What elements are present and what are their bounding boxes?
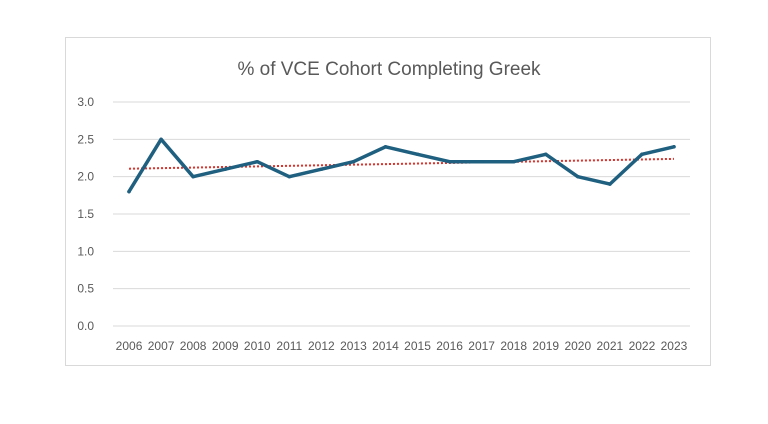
x-tick-label: 2020 — [564, 339, 591, 353]
x-axis-tick-labels: 2006 2007 2008 2009 2010 2011 2012 2013 2014 2015… — [116, 339, 688, 353]
y-tick-label: 0.5 — [77, 282, 94, 296]
chart-frame: % of VCE Cohort Completing Greek 0.0 0.5 1… — [65, 37, 711, 366]
x-tick-label: 2018 — [500, 339, 527, 353]
data-point — [415, 152, 420, 157]
data-point — [608, 182, 612, 186]
x-tick-label: 2010 — [244, 339, 271, 353]
x-tick-label: 2009 — [212, 339, 239, 353]
data-point — [287, 174, 292, 179]
data-point — [191, 174, 195, 179]
data-point — [255, 159, 259, 164]
data-point — [223, 167, 227, 171]
x-tick-label: 2019 — [532, 339, 559, 353]
data-point — [127, 189, 131, 194]
x-tick-label: 2023 — [661, 339, 688, 353]
chart-title: % of VCE Cohort Completing Greek — [237, 59, 541, 80]
data-point — [640, 152, 644, 157]
data-point — [544, 152, 548, 157]
series-layer — [127, 137, 676, 194]
x-tick-label: 2008 — [180, 339, 207, 353]
y-tick-label: 0.0 — [77, 319, 94, 333]
data-point — [479, 159, 484, 164]
data-point — [159, 137, 163, 142]
x-tick-label: 2012 — [308, 339, 335, 353]
data-point — [383, 145, 388, 149]
line-chart: % of VCE Cohort Completing Greek 0.0 0.5 1… — [77, 59, 690, 353]
x-tick-label: 2013 — [340, 339, 367, 353]
data-point — [351, 159, 356, 164]
gridlines — [113, 101, 690, 327]
data-point — [672, 145, 676, 149]
x-tick-label: 2006 — [116, 339, 143, 353]
trendline — [129, 157, 674, 170]
y-axis-tick-labels: 0.0 0.5 1.0 1.5 2.0 2.5 3.0 — [77, 95, 94, 333]
x-tick-label: 2017 — [468, 339, 495, 353]
series-line — [127, 137, 676, 194]
y-tick-label: 2.5 — [77, 132, 94, 146]
data-point — [576, 174, 580, 179]
x-tick-label: 2011 — [276, 339, 302, 353]
y-tick-label: 3.0 — [77, 95, 94, 109]
trendline-layer — [129, 157, 674, 170]
x-tick-label: 2007 — [148, 339, 175, 353]
data-point — [447, 159, 452, 164]
data-point — [511, 159, 516, 164]
x-tick-label: 2022 — [629, 339, 656, 353]
x-tick-label: 2014 — [372, 339, 399, 353]
x-tick-label: 2021 — [597, 339, 624, 353]
y-tick-label: 2.0 — [77, 170, 94, 184]
data-point — [319, 167, 324, 171]
y-tick-label: 1.5 — [77, 207, 94, 221]
y-tick-label: 1.0 — [77, 244, 94, 258]
x-tick-label: 2016 — [436, 339, 463, 353]
x-tick-label: 2015 — [404, 339, 431, 353]
